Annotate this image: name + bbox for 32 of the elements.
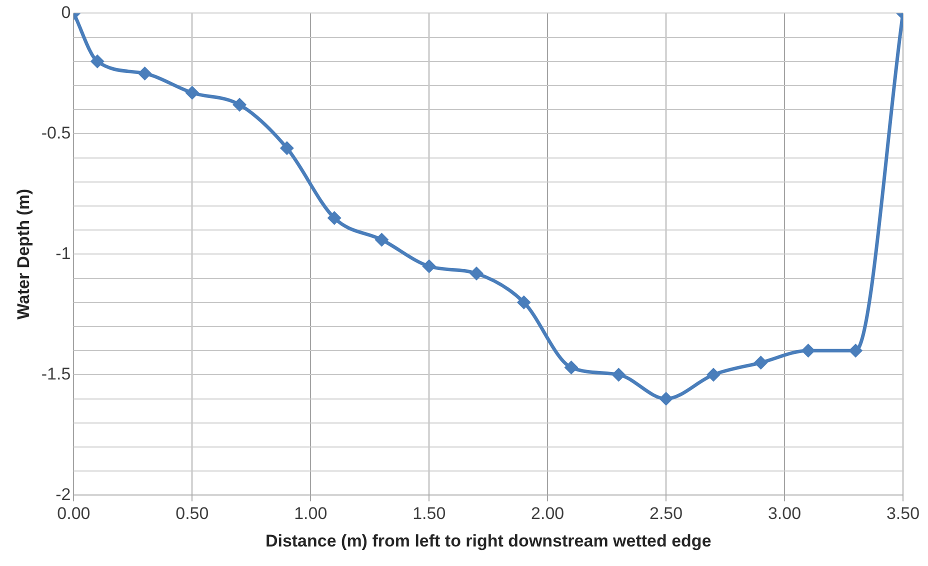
y-tick-label: -2 — [56, 484, 71, 504]
point — [659, 392, 674, 406]
x-tick-label: 0.50 — [176, 504, 209, 524]
point — [516, 295, 531, 310]
point — [185, 86, 200, 100]
point — [422, 259, 436, 274]
point — [801, 344, 816, 358]
y-tick-label: -0.5 — [41, 123, 71, 142]
y-tick-label: -1 — [56, 244, 71, 263]
point — [754, 356, 768, 370]
x-tick-label: 0.00 — [57, 504, 90, 524]
x-axis-title: Distance (m) from left to right downstream wetted edge — [265, 531, 712, 550]
point — [612, 368, 626, 382]
point — [470, 266, 484, 280]
y-tick-label: -1.5 — [41, 364, 71, 384]
x-tick-label: 3.00 — [768, 504, 802, 524]
point — [90, 54, 104, 68]
y-axis-title: Water Depth (m) — [14, 188, 33, 320]
point — [232, 98, 247, 112]
point — [327, 211, 342, 226]
y-tick-label: 0 — [61, 2, 71, 22]
point — [564, 360, 578, 374]
point — [848, 344, 863, 358]
x-tick-label: 2.50 — [650, 504, 683, 524]
x-tick-label: 3.50 — [886, 504, 920, 524]
x-tick-label: 1.50 — [412, 504, 446, 524]
point — [280, 141, 294, 156]
point — [374, 232, 389, 247]
x-tick-label: 1.00 — [294, 504, 328, 524]
x-tick-label: 2.00 — [531, 504, 564, 524]
point — [706, 368, 720, 382]
point — [138, 66, 152, 80]
